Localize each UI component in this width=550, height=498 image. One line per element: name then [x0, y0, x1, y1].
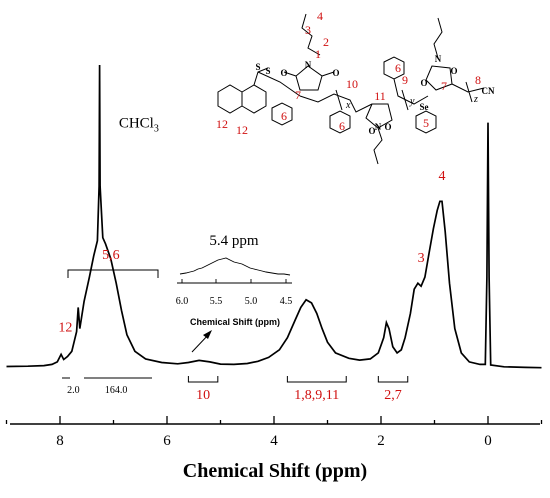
peak-label: 12 [58, 321, 72, 336]
x-tick-label: 0 [484, 433, 492, 449]
atom-label: S [255, 62, 260, 72]
polymer-bracket-z [465, 81, 473, 103]
structure-number: 2 [323, 35, 329, 49]
inset-arrow-head [203, 330, 212, 339]
x-ticks: 8 6 4 2 0 [5, 416, 543, 449]
integration-bracket [286, 376, 347, 383]
inset-tick-label: 6.0 [176, 296, 189, 307]
butyl-chain-3 [433, 17, 443, 59]
structure-subscript: z [473, 94, 478, 105]
structure-number: 5 [423, 116, 429, 130]
phenyl-9 [383, 56, 405, 80]
inset-ticks: 6.0 5.5 5.0 4.5 [176, 279, 293, 307]
structure-number: 6 [281, 109, 287, 123]
butyl-chain-2 [373, 127, 383, 165]
phenyl-7 [271, 102, 293, 126]
structure-number: 7 [441, 79, 447, 93]
inset-spectrum: 5.4 ppm 6.0 5.5 5.0 4.5 Chemical Shift (ppm… [176, 233, 293, 353]
structure-number: 7 [295, 88, 301, 102]
peak-label: 5,6 [102, 248, 120, 263]
structure-number: 3 [305, 23, 311, 37]
atom-label: N [305, 60, 312, 70]
dithioester [253, 67, 301, 97]
polymer-bracket-y [401, 89, 409, 111]
inset-tick-label: 5.0 [245, 296, 258, 307]
structure-number: 1 [315, 47, 321, 61]
aromatic-bracket [67, 269, 159, 278]
x-tick-label: 4 [270, 433, 278, 449]
structure-number: 8 [475, 73, 481, 87]
atom-label: N [435, 54, 442, 64]
atom-label: S [265, 66, 270, 76]
peak-label: 3 [418, 251, 425, 266]
inset-annotation: 5.4 ppm [209, 233, 259, 249]
inset-xlabel: Chemical Shift (ppm) [190, 317, 280, 327]
integration-label: 2,7 [384, 388, 402, 403]
x-axis-title: Chemical Shift (ppm) [183, 460, 367, 482]
structure-number: 12 [216, 117, 228, 131]
backbone-1 [299, 93, 373, 113]
structure-number: 6 [395, 61, 401, 75]
naphthalene-ring-b [241, 84, 267, 114]
atom-label: Se [420, 102, 429, 112]
phenyl-mid [329, 110, 351, 134]
integral-values: 2.0 164.0 [67, 385, 127, 396]
structure-number: 11 [374, 89, 386, 103]
polymer-bracket-x [335, 89, 343, 111]
phenyl-se [415, 110, 437, 134]
backbone-2 [393, 78, 429, 105]
backbone-3 [451, 83, 485, 93]
structure-number: 10 [346, 77, 358, 91]
structure-number: 9 [402, 73, 408, 87]
imide-ring-3 [425, 65, 453, 91]
integral-value: 2.0 [67, 385, 80, 396]
inset-trace [179, 257, 291, 276]
x-tick-label: 6 [163, 433, 171, 449]
chemical-structure [217, 13, 485, 165]
integration-bracket [377, 376, 409, 383]
integration-label: 10 [196, 388, 210, 403]
integration-regions: 10 1,8,9,11 2,7 [187, 376, 409, 403]
peak-labels: 12 5,6 4 3 [58, 169, 445, 336]
atom-label: O [368, 126, 375, 136]
atom-label: CN [482, 86, 495, 96]
imide-ring-2 [365, 103, 393, 129]
atom-label: O [420, 78, 427, 88]
atom-label: O [450, 66, 457, 76]
inset-tick-label: 5.5 [210, 296, 223, 307]
structure-number: 6 [339, 119, 345, 133]
naphthalene-ring-a [217, 84, 243, 114]
spectrum-line [6, 64, 542, 369]
atom-label: O [280, 68, 287, 78]
integration-bracket [187, 376, 219, 383]
butyl-chain-1 [301, 13, 321, 56]
structure-number: 4 [317, 9, 323, 23]
carbonyl-1 [283, 71, 335, 77]
atom-label: O [384, 122, 391, 132]
atom-label: O [332, 68, 339, 78]
x-tick-label: 8 [56, 433, 64, 449]
x-tick-label: 2 [377, 433, 385, 449]
inset-tick-label: 4.5 [280, 296, 293, 307]
integration-label: 1,8,9,11 [294, 388, 339, 403]
solvent-label: CHCl3 [119, 116, 159, 135]
peak-label: 4 [438, 169, 445, 184]
structure-subscript: y [409, 96, 415, 107]
atom-label: N [375, 122, 382, 132]
structure-subscript: x [345, 100, 351, 111]
structure-number: 12 [236, 123, 248, 137]
integral-value: 164.0 [105, 385, 128, 396]
imide-ring-1 [295, 65, 323, 91]
